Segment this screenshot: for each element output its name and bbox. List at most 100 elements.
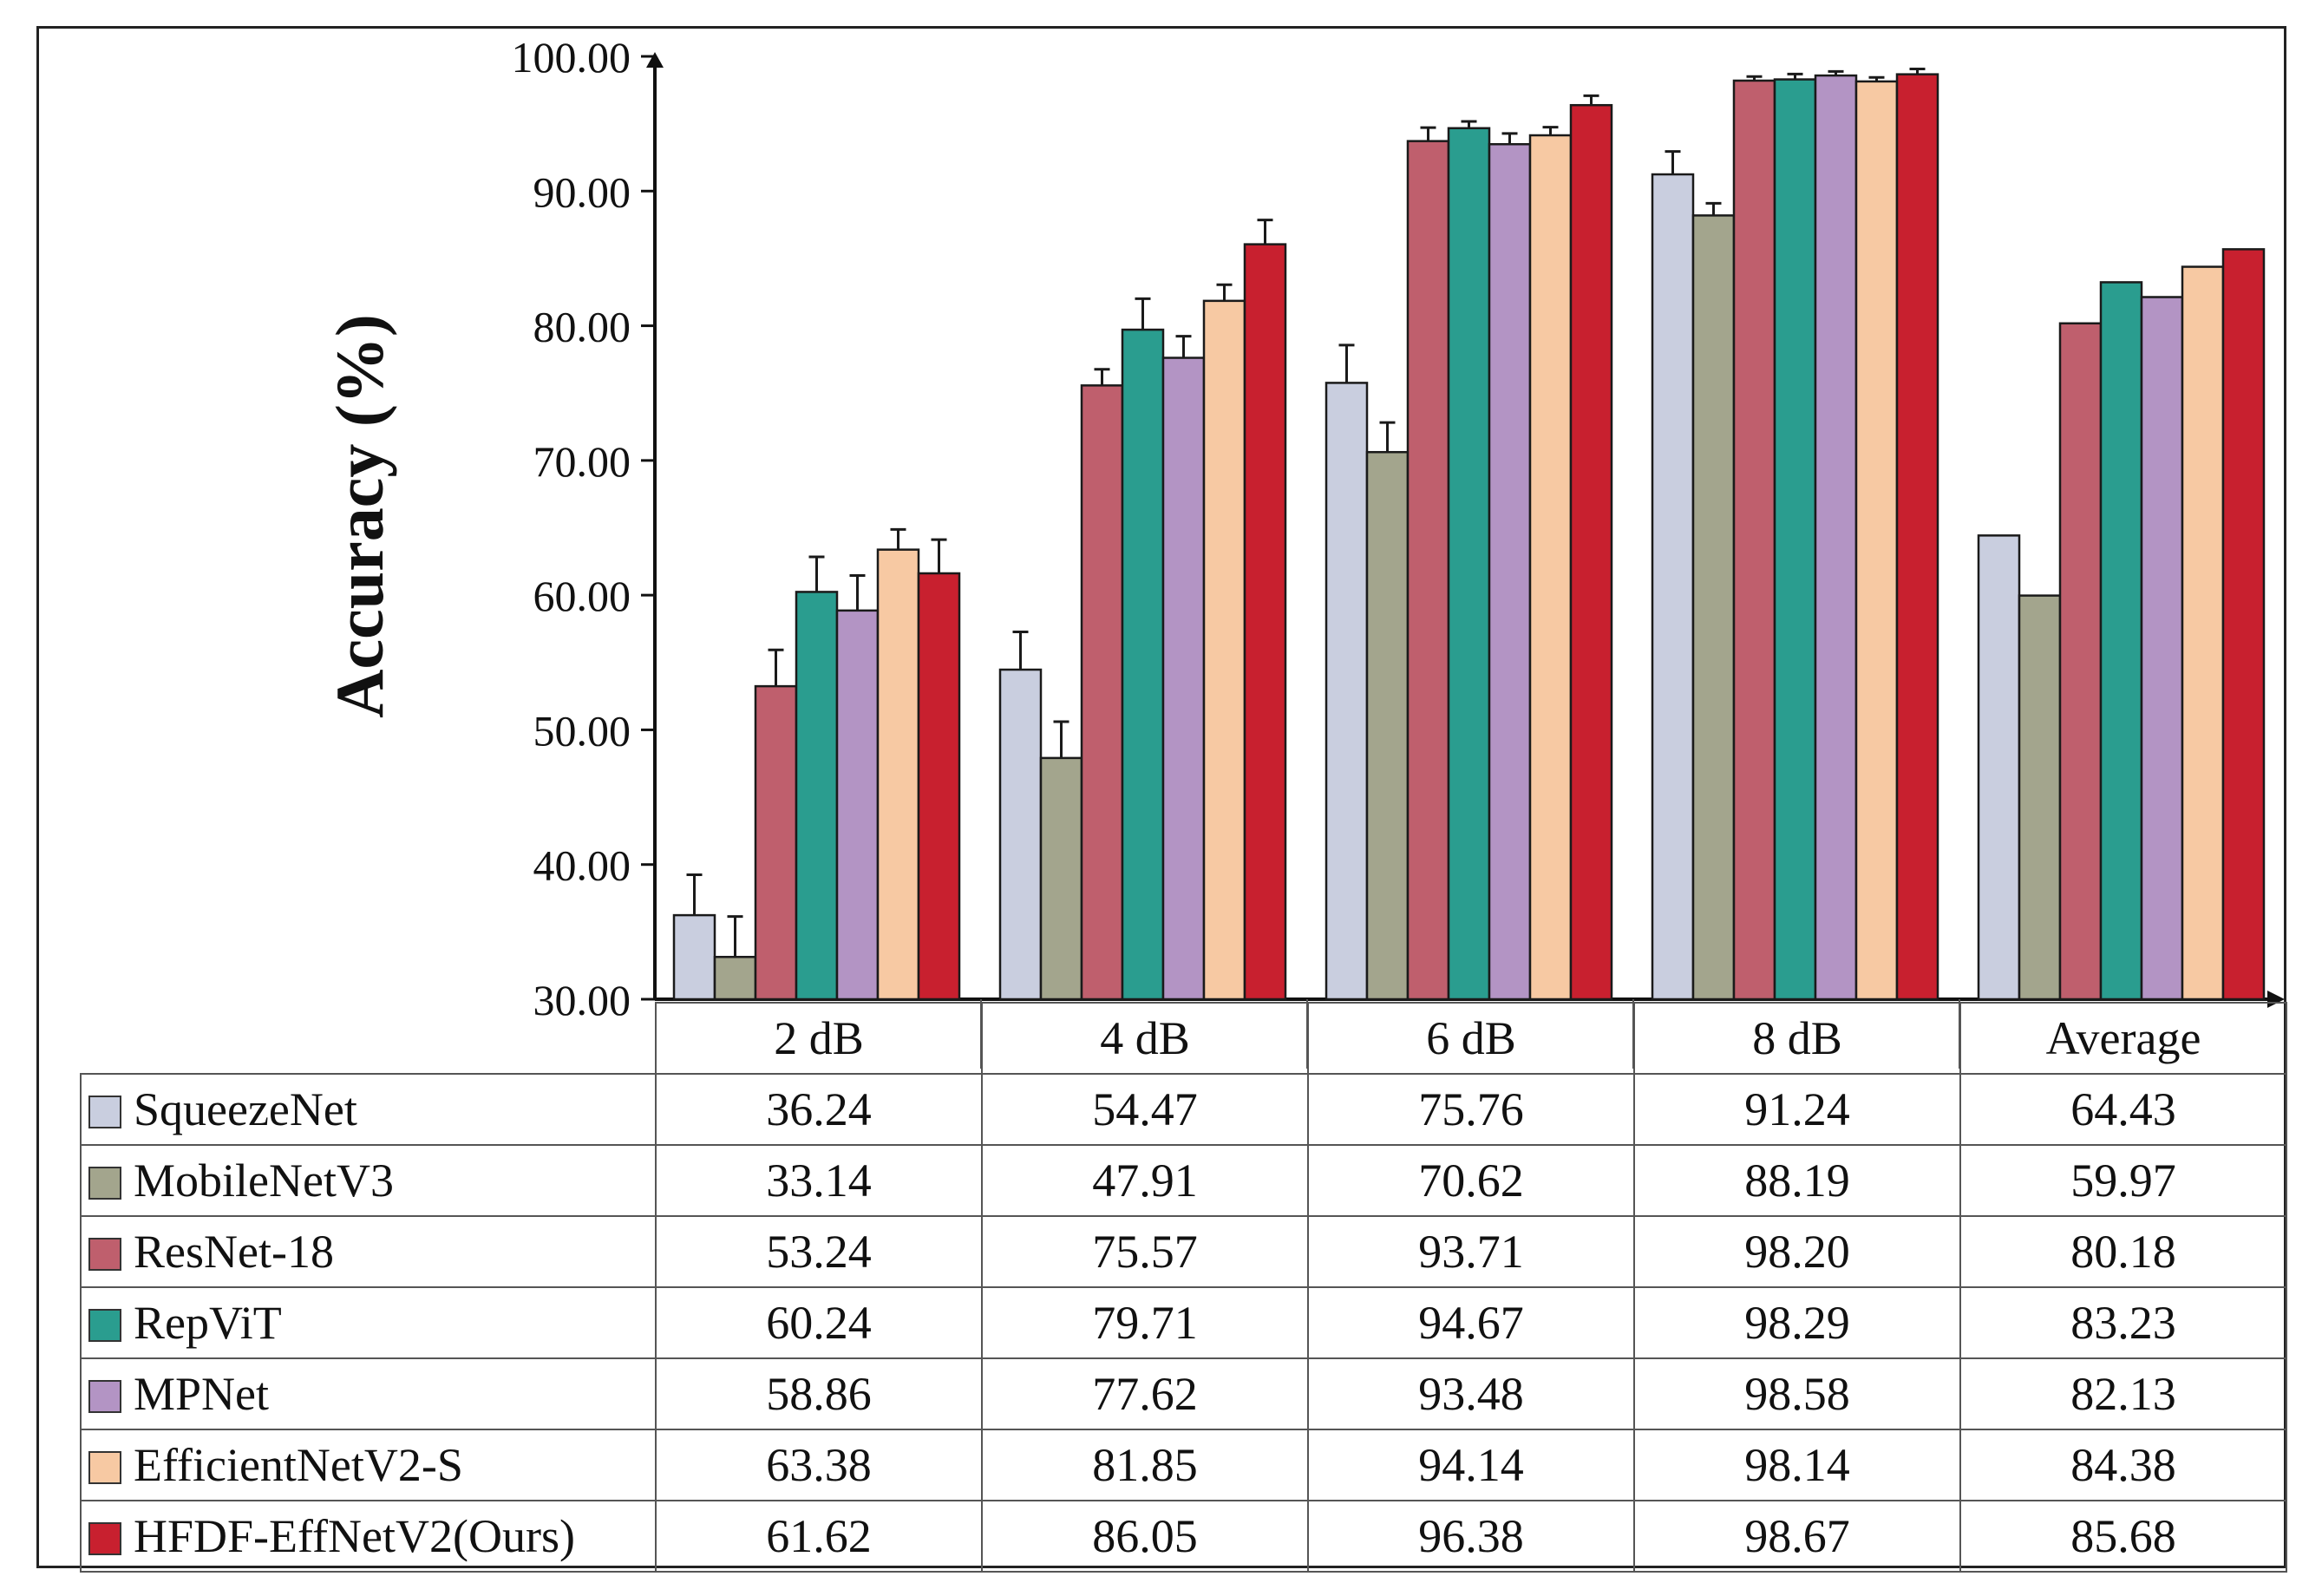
bar [2140,296,2184,1001]
legend-swatch [88,1095,121,1128]
y-tick-label: 80.00 [533,303,631,351]
legend-entry: MPNet [80,1357,657,1430]
table-row: RepViT 60.24 79.71 94.67 98.29 83.23 [80,1286,2287,1359]
table-corner [81,1003,657,1075]
table-row: MPNet 58.86 77.62 93.48 98.58 82.13 [80,1357,2287,1430]
bar [1854,80,1899,1001]
legend-swatch [88,1379,121,1413]
category-header: 2 dB [655,1002,983,1075]
value-cell: 98.29 [1633,1286,1961,1359]
bar [998,668,1043,1001]
value-cell: 98.58 [1633,1357,1961,1430]
bar [1773,78,1817,1001]
bar [2058,322,2103,1001]
value-cell: 75.76 [1307,1073,1635,1146]
value-cell: 82.13 [1959,1357,2287,1430]
value-cell: 83.23 [1959,1286,2287,1359]
value-cell: 59.97 [1959,1144,2287,1217]
value-cell: 86.05 [981,1500,1309,1573]
bar [1732,79,1776,1001]
legend-label: MPNet [134,1368,270,1420]
bar [2099,281,2143,1001]
value-cell: 93.71 [1307,1215,1635,1288]
bar [2221,248,2266,1001]
table-row: MobileNetV3 33.14 47.91 70.62 88.19 59.97 [80,1144,2287,1217]
y-tick-label: 60.00 [533,572,631,620]
legend-label: SqueezeNet [134,1083,357,1135]
table-row: ResNet-18 53.24 75.57 93.71 98.20 80.18 [80,1215,2287,1288]
category-header: Average [1959,1002,2287,1075]
legend-label: ResNet-18 [134,1226,334,1278]
y-tick-label: 90.00 [533,167,631,216]
legend-entry: HFDF-EffNetV2(Ours) [80,1500,657,1573]
value-cell: 63.38 [655,1429,983,1501]
value-cell: 77.62 [981,1357,1309,1430]
value-cell: 61.62 [655,1500,983,1573]
bar [1161,356,1206,1001]
value-cell: 93.48 [1307,1357,1635,1430]
legend-label: RepViT [134,1297,282,1349]
legend-entry: SqueezeNet [80,1073,657,1146]
value-cell: 60.24 [655,1286,983,1359]
bar [1365,450,1410,1001]
bar [835,609,880,1001]
value-cell: 47.91 [981,1144,1309,1217]
bar [795,591,839,1001]
bar [1080,384,1124,1001]
value-cell: 80.18 [1959,1215,2287,1288]
legend-swatch [88,1521,121,1555]
value-cell: 94.67 [1307,1286,1635,1359]
value-cell: 64.43 [1959,1073,2287,1146]
value-cell: 98.20 [1633,1215,1961,1288]
legend-label: MobileNetV3 [134,1154,394,1207]
bar [1447,127,1491,1001]
value-cell: 79.71 [981,1286,1309,1359]
bar [1814,74,1858,1001]
value-cell: 33.14 [655,1144,983,1217]
legend-swatch [88,1166,121,1200]
bar [876,548,920,1001]
table-row: HFDF-EffNetV2(Ours) 61.62 86.05 96.38 98.67 8… [80,1500,2287,1573]
value-cell: 36.24 [655,1073,983,1146]
bar [1895,73,1939,1001]
y-tick-label: 100.00 [512,33,631,82]
value-cell: 81.85 [981,1429,1309,1501]
bar [1528,134,1573,1001]
y-tick-label: 50.00 [533,706,631,755]
value-cell: 98.67 [1633,1500,1961,1573]
legend-swatch [88,1308,121,1342]
y-tick-label: 40.00 [533,841,631,890]
value-cell: 54.47 [981,1073,1309,1146]
bar [917,572,961,1001]
bar [1325,382,1369,1001]
category-header: 6 dB [1307,1002,1635,1075]
value-cell: 91.24 [1633,1073,1961,1146]
bar [1651,173,1695,1001]
value-cell: 88.19 [1633,1144,1961,1217]
legend-swatch [88,1237,121,1271]
bar [2018,594,2062,1001]
table-row: SqueezeNet 36.24 54.47 75.76 91.24 64.43 [80,1073,2287,1146]
legend-entry: EfficientNetV2-S [80,1429,657,1501]
table-row: EfficientNetV2-S 63.38 81.85 94.14 98.14 84.3… [80,1429,2287,1501]
value-cell: 75.57 [981,1215,1309,1288]
value-cell: 96.38 [1307,1500,1635,1573]
bar [713,955,757,1001]
legend-entry: RepViT [80,1286,657,1359]
legend-entry: ResNet-18 [80,1215,657,1288]
bar [1121,328,1165,1001]
bar [2181,265,2225,1001]
value-cell: 98.14 [1633,1429,1961,1501]
bar [1569,103,1613,1001]
bar [1406,140,1450,1001]
bar [754,684,798,1001]
value-cell: 70.62 [1307,1144,1635,1217]
y-axis-title: Accuracy (%) [322,314,397,718]
bar [1202,299,1246,1001]
data-table: 2 dB 4 dB 6 dB 8 dB Average SqueezeNet 36… [80,1002,2287,1573]
bar [1039,756,1083,1001]
table-header-row: 2 dB 4 dB 6 dB 8 dB Average [81,1002,2287,1075]
category-header: 4 dB [981,1002,1309,1075]
